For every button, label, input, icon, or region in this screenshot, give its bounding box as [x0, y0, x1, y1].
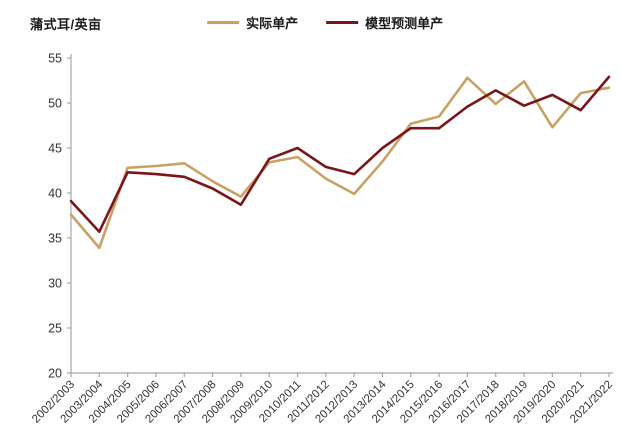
model-predicted-yield-line-swatch	[326, 21, 359, 24]
actual-yield-line-swatch	[207, 21, 240, 24]
y-axis-unit-label: 蒲式耳/英亩	[30, 17, 102, 32]
legend-label-model-predicted-yield: 模型预测单产	[365, 16, 444, 31]
y-axis-tick-label: 50	[48, 97, 62, 111]
legend-label-actual-yield: 实际单产	[246, 16, 299, 31]
y-axis-tick-label: 35	[48, 232, 62, 246]
y-axis-tick-label: 40	[48, 187, 62, 201]
model-predicted-yield-line	[69, 75, 611, 233]
y-axis-tick-label: 55	[48, 52, 62, 66]
y-axis-tick-label: 30	[48, 277, 62, 291]
y-axis-tick-label: 45	[48, 142, 62, 156]
actual-yield-line	[69, 76, 611, 250]
y-axis-tick-label: 20	[48, 367, 62, 381]
legend-item-actual-yield: 实际单产	[207, 13, 298, 32]
chart-legend: 实际单产 模型预测单产	[207, 13, 443, 32]
y-axis-tick-label: 25	[48, 322, 62, 336]
legend-item-model-predicted-yield: 模型预测单产	[326, 13, 443, 32]
